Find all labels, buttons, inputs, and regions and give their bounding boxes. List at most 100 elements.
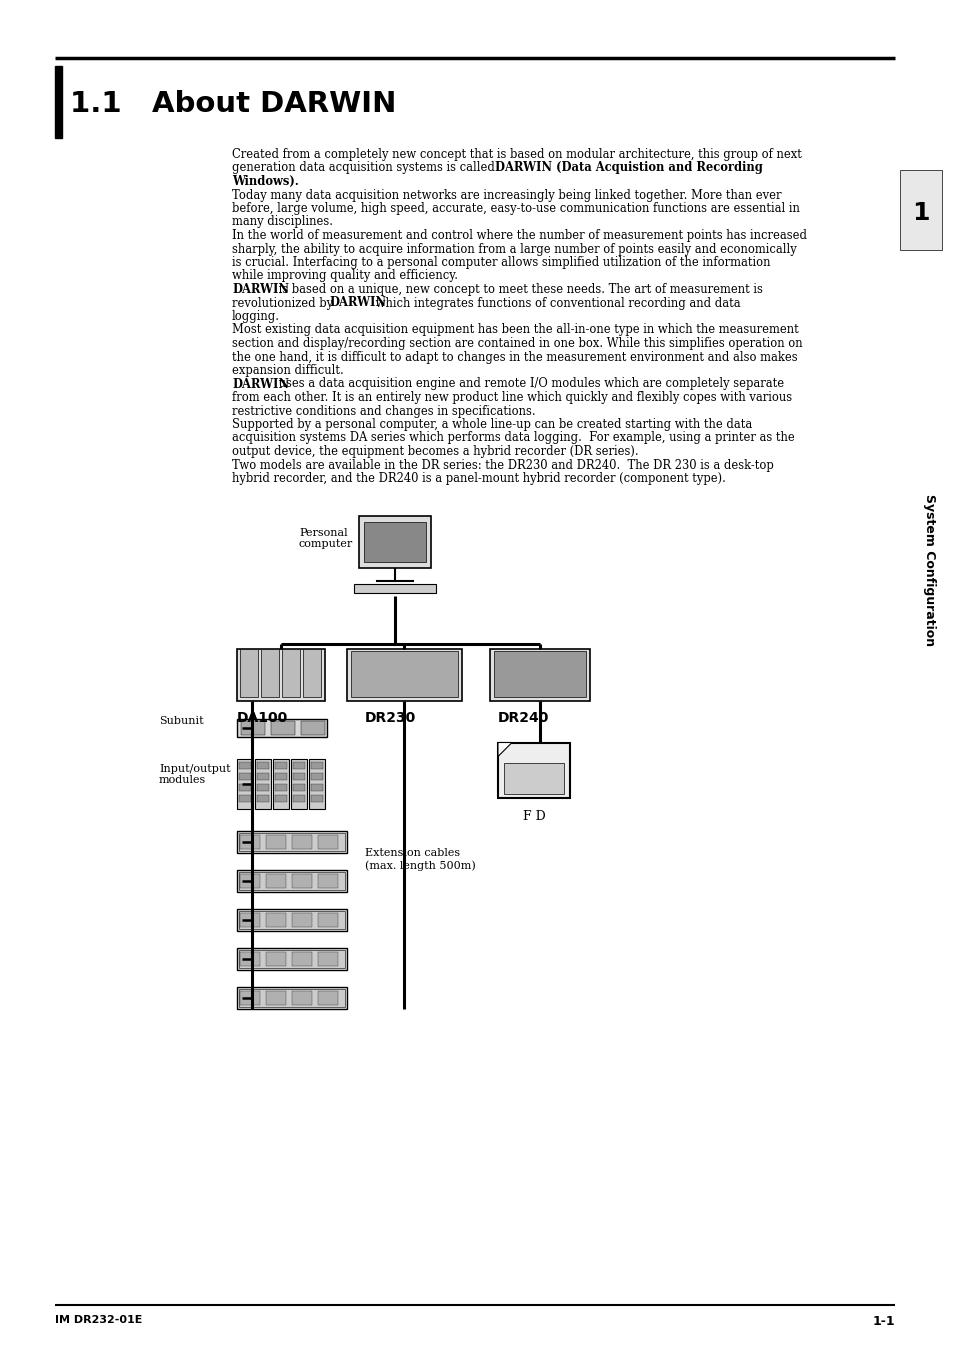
Text: from each other. It is an entirely new product line which quickly and flexibly c: from each other. It is an entirely new p… <box>232 390 791 404</box>
Text: Extension cables
(max. length 500m): Extension cables (max. length 500m) <box>365 848 476 871</box>
Bar <box>293 762 305 769</box>
Text: which integrates functions of conventional recording and data: which integrates functions of convention… <box>372 296 740 309</box>
Text: logging.: logging. <box>232 309 280 323</box>
Bar <box>293 794 305 801</box>
Text: 1.1   About DARWIN: 1.1 About DARWIN <box>70 91 395 118</box>
Bar <box>364 521 426 562</box>
Bar <box>236 648 325 701</box>
Bar <box>236 870 347 892</box>
Text: DARWIN (Data Acquistion and Recording: DARWIN (Data Acquistion and Recording <box>495 162 762 174</box>
Bar <box>354 584 436 593</box>
Bar <box>274 794 287 801</box>
Text: restrictive conditions and changes in specifications.: restrictive conditions and changes in sp… <box>232 404 535 417</box>
Bar <box>490 648 589 701</box>
Bar <box>239 832 345 851</box>
Text: is crucial. Interfacing to a personal computer allows simplified utilization of : is crucial. Interfacing to a personal co… <box>232 255 770 269</box>
Bar <box>351 650 457 697</box>
Bar <box>266 951 286 966</box>
Bar <box>240 648 257 697</box>
Text: Subunit: Subunit <box>159 716 203 727</box>
Bar <box>236 986 347 1008</box>
Bar <box>239 794 251 801</box>
Text: DARWIN: DARWIN <box>329 296 386 309</box>
Text: revolutionized by: revolutionized by <box>232 296 336 309</box>
Bar <box>236 908 347 931</box>
Bar <box>271 720 294 735</box>
Bar <box>239 773 251 780</box>
Bar <box>291 758 307 808</box>
Bar <box>236 831 347 852</box>
Bar <box>292 874 312 888</box>
Bar <box>236 758 253 808</box>
Bar <box>293 784 305 790</box>
Bar <box>240 874 260 888</box>
Text: is based on a unique, new concept to meet these needs. The art of measurement is: is based on a unique, new concept to mee… <box>274 282 762 296</box>
Text: before, large volume, high speed, accurate, easy-to-use communication functions : before, large volume, high speed, accura… <box>232 203 799 215</box>
Bar <box>239 871 345 889</box>
Text: uses a data acquisition engine and remote I/O modules which are completely separ: uses a data acquisition engine and remot… <box>274 377 783 390</box>
Text: Most existing data acquisition equipment has been the all-in-one type in which t: Most existing data acquisition equipment… <box>232 323 798 336</box>
Bar <box>292 951 312 966</box>
Text: acquisition systems DA series which performs data logging.  For example, using a: acquisition systems DA series which perf… <box>232 431 794 444</box>
Bar <box>494 650 585 697</box>
Text: 1: 1 <box>911 201 929 226</box>
Text: DARWIN: DARWIN <box>232 282 289 296</box>
Text: sharply, the ability to acquire information from a large number of points easily: sharply, the ability to acquire informat… <box>232 242 796 255</box>
Bar <box>317 912 337 927</box>
Text: Supported by a personal computer, a whole line-up can be created starting with t: Supported by a personal computer, a whol… <box>232 417 752 431</box>
Bar <box>503 762 563 793</box>
Bar <box>292 990 312 1005</box>
Bar <box>240 990 260 1005</box>
Text: expansion difficult.: expansion difficult. <box>232 363 343 377</box>
Bar <box>266 912 286 927</box>
Text: System Configuration: System Configuration <box>923 494 936 646</box>
Bar <box>256 773 269 780</box>
Bar <box>261 648 278 697</box>
Text: DA100: DA100 <box>236 712 288 725</box>
Bar <box>241 720 265 735</box>
Bar <box>266 874 286 888</box>
Text: Personal
computer: Personal computer <box>298 527 353 549</box>
Bar <box>311 762 323 769</box>
Bar <box>240 835 260 848</box>
Text: F D: F D <box>522 809 545 823</box>
Bar <box>358 516 431 567</box>
Text: Two models are available in the DR series: the DR230 and DR240.  The DR 230 is a: Two models are available in the DR serie… <box>232 458 773 471</box>
Bar <box>317 874 337 888</box>
Text: IM DR232-01E: IM DR232-01E <box>55 1315 142 1325</box>
Text: while improving quality and efficiency.: while improving quality and efficiency. <box>232 269 457 282</box>
Bar <box>301 720 325 735</box>
Bar <box>317 951 337 966</box>
Bar <box>256 784 269 790</box>
Bar <box>256 762 269 769</box>
Bar <box>311 773 323 780</box>
Bar <box>273 758 289 808</box>
Bar <box>293 773 305 780</box>
Bar <box>236 947 347 970</box>
Bar <box>254 758 271 808</box>
Bar <box>55 66 62 138</box>
Bar <box>266 990 286 1005</box>
Text: section and display/recording section are contained in one box. While this simpl: section and display/recording section ar… <box>232 336 801 350</box>
Bar <box>311 784 323 790</box>
Text: hybrid recorder, and the DR240 is a panel-mount hybrid recorder (component type): hybrid recorder, and the DR240 is a pane… <box>232 471 725 485</box>
Bar <box>240 951 260 966</box>
Text: DARWIN: DARWIN <box>232 377 289 390</box>
Bar <box>239 784 251 790</box>
Text: many disciplines.: many disciplines. <box>232 216 333 228</box>
Bar <box>239 950 345 967</box>
Text: generation data acquisition systems is called: generation data acquisition systems is c… <box>232 162 498 174</box>
Text: Created from a completely new concept that is based on modular architecture, thi: Created from a completely new concept th… <box>232 149 801 161</box>
Bar <box>274 773 287 780</box>
Bar <box>274 784 287 790</box>
Bar <box>274 762 287 769</box>
Bar <box>303 648 320 697</box>
Bar <box>239 762 251 769</box>
Bar <box>282 648 299 697</box>
Bar <box>309 758 325 808</box>
Text: output device, the equipment becomes a hybrid recorder (DR series).: output device, the equipment becomes a h… <box>232 444 638 458</box>
Bar <box>266 835 286 848</box>
Text: Windows).: Windows). <box>232 176 298 188</box>
Text: 1-1: 1-1 <box>871 1315 894 1328</box>
Bar <box>899 170 941 250</box>
